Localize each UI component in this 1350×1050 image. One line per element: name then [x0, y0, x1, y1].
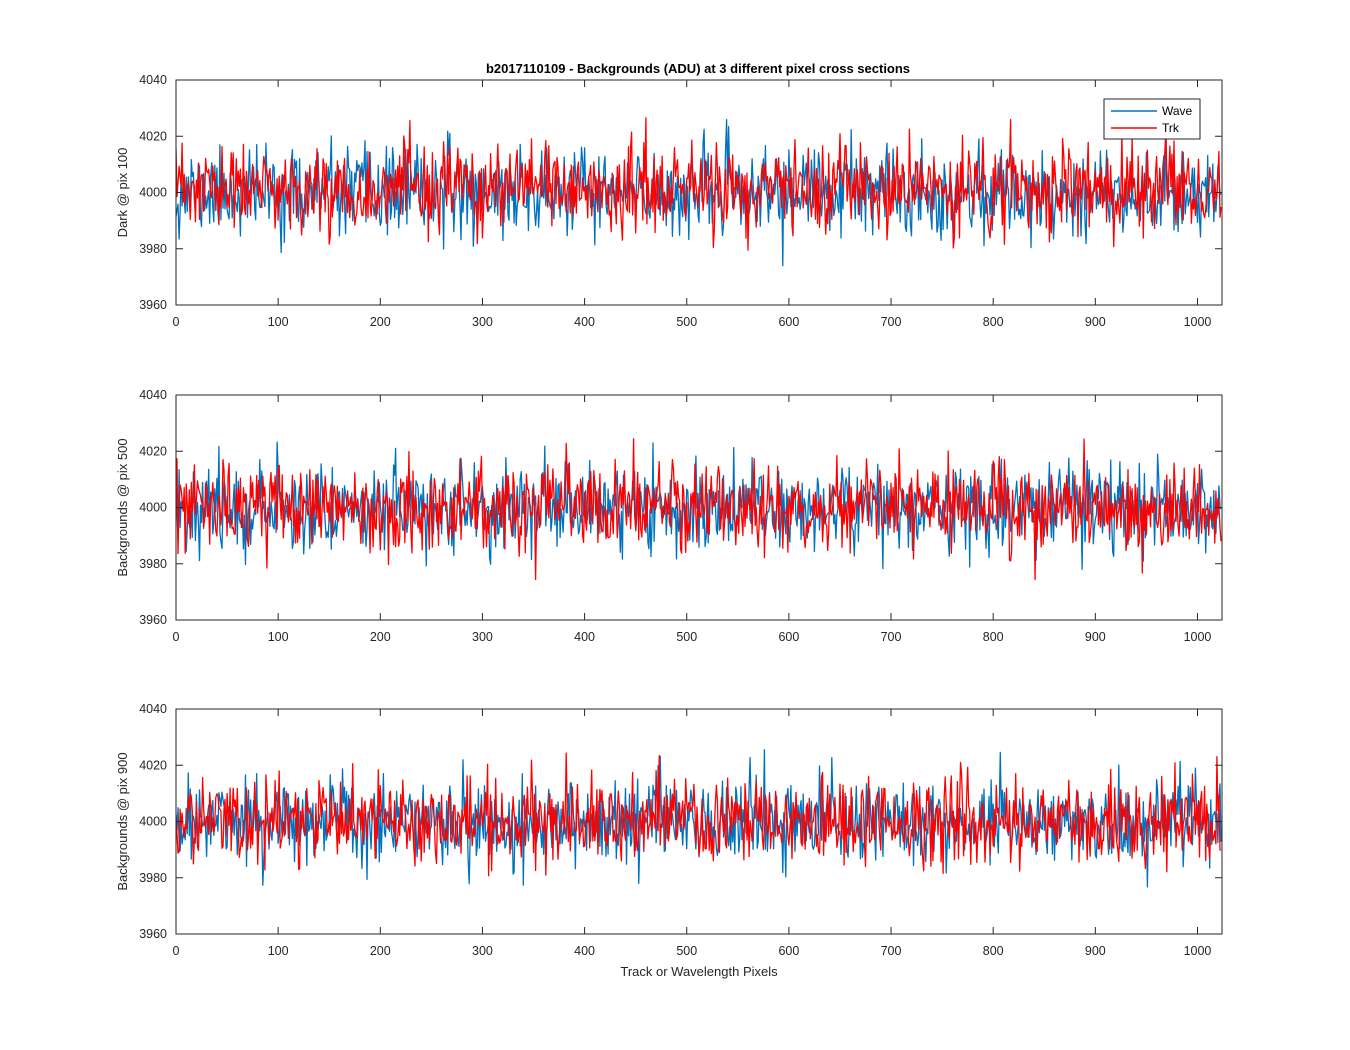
x-tick-label: 300 — [472, 315, 493, 329]
x-axis-label: Track or Wavelength Pixels — [620, 964, 778, 979]
x-tick-label: 200 — [370, 315, 391, 329]
x-tick-label: 100 — [268, 315, 289, 329]
x-tick-label: 700 — [881, 315, 902, 329]
series-line-trk — [176, 438, 1222, 581]
y-tick-label: 4000 — [139, 186, 167, 200]
chart-title: b2017110109 - Backgrounds (ADU) at 3 dif… — [486, 61, 910, 76]
series-line-trk — [176, 117, 1222, 251]
series-group — [176, 749, 1222, 888]
x-tick-label: 600 — [778, 944, 799, 958]
y-tick-label: 4040 — [139, 702, 167, 716]
x-tick-label: 1000 — [1184, 944, 1212, 958]
subplot-dark-pix-100: 0 100 200 300 400 500 600 700 800 900 1000 3960 3980… — [115, 73, 1223, 329]
y-tick-label: 4000 — [139, 501, 167, 515]
x-tick-label: 400 — [574, 944, 595, 958]
x-tick-label: 0 — [173, 315, 180, 329]
y-axis-label: Backgrounds @ pix 900 — [115, 752, 130, 890]
legend-entry-trk: Trk — [1162, 121, 1180, 135]
x-tick-label: 1000 — [1184, 630, 1212, 644]
x-tick-label: 400 — [574, 315, 595, 329]
x-tick-label: 600 — [778, 630, 799, 644]
x-tick-label: 800 — [983, 315, 1004, 329]
y-tick-label: 3960 — [139, 613, 167, 627]
x-tick-label: 0 — [173, 944, 180, 958]
x-tick-label: 500 — [676, 630, 697, 644]
y-tick-label: 3960 — [139, 927, 167, 941]
x-tick-label: 1000 — [1184, 315, 1212, 329]
series-group — [176, 438, 1222, 581]
x-tick-label: 800 — [983, 944, 1004, 958]
y-tick-label: 4020 — [139, 758, 167, 772]
x-tick-label: 0 — [173, 630, 180, 644]
subplot-backgrounds-pix-500: 0 100 200 300 400 500 600 700 800 900 1000 3960 3980… — [115, 388, 1223, 644]
y-tick-label: 4000 — [139, 815, 167, 829]
x-tick-label: 100 — [268, 630, 289, 644]
x-tick-label: 900 — [1085, 630, 1106, 644]
x-tick-label: 500 — [676, 944, 697, 958]
x-tick-label: 200 — [370, 944, 391, 958]
y-tick-label: 3980 — [139, 242, 167, 256]
x-tick-label: 700 — [881, 944, 902, 958]
series-group — [176, 117, 1222, 267]
x-tick-label: 400 — [574, 630, 595, 644]
y-tick-label: 3980 — [139, 557, 167, 571]
x-tick-label: 900 — [1085, 315, 1106, 329]
y-tick-label: 3960 — [139, 298, 167, 312]
legend-box — [1103, 98, 1201, 140]
x-tick-label: 500 — [676, 315, 697, 329]
series-line-trk — [176, 752, 1222, 877]
y-axis-label: Dark @ pix 100 — [115, 148, 130, 238]
x-tick-label: 600 — [778, 315, 799, 329]
y-axis-label: Backgrounds @ pix 500 — [115, 438, 130, 576]
y-tick-label: 4040 — [139, 388, 167, 402]
x-tick-label: 100 — [268, 944, 289, 958]
y-tick-label: 4040 — [139, 73, 167, 87]
x-tick-label: 300 — [472, 630, 493, 644]
x-tick-label: 700 — [881, 630, 902, 644]
legend-entry-wave: Wave — [1162, 104, 1193, 118]
x-tick-label: 900 — [1085, 944, 1106, 958]
x-tick-label: 200 — [370, 630, 391, 644]
y-tick-label: 4020 — [139, 444, 167, 458]
y-tick-label: 4020 — [139, 129, 167, 143]
legend: Wave Trk — [1103, 98, 1201, 140]
x-tick-label: 300 — [472, 944, 493, 958]
subplot-backgrounds-pix-900: 0 100 200 300 400 500 600 700 800 900 1000 3960 3980… — [115, 702, 1223, 979]
y-tick-label: 3980 — [139, 871, 167, 885]
x-tick-label: 800 — [983, 630, 1004, 644]
